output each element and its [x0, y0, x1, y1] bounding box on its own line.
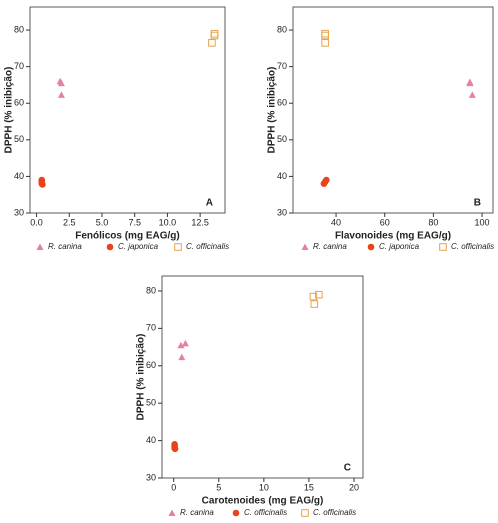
y-tick-label: 40 [14, 171, 24, 181]
y-axis-label: DPPH (% inibição) [136, 334, 147, 421]
x-tick-label: 0.0 [30, 217, 43, 227]
legend-label: R. canina [313, 242, 347, 251]
square-marker [321, 31, 329, 40]
square-marker [210, 29, 219, 38]
x-tick-label: 7.5 [128, 217, 141, 227]
y-axis-label: DPPH (% inibição) [4, 67, 15, 154]
panel-label: C [344, 463, 351, 474]
x-axis-label: Flavonoides (mg EAG/g) [335, 231, 451, 242]
square-marker [315, 290, 323, 299]
legend-label: C. officinalis [244, 508, 287, 517]
x-axis-label: Carotenoides (mg EAG/g) [202, 496, 324, 507]
x-tick-label: 20 [349, 482, 359, 492]
triangle-marker [168, 509, 176, 516]
circle-marker [39, 181, 46, 188]
triangle-marker [181, 339, 189, 347]
triangle-marker [57, 91, 65, 98]
y-tick-label: 60 [277, 98, 287, 108]
triangle-marker [177, 341, 185, 349]
panel-label: B [474, 198, 481, 209]
plot-frame [29, 6, 226, 214]
triangle-marker [468, 91, 476, 98]
legend-label: C. officinalis [186, 242, 229, 251]
triangle-marker [57, 79, 65, 87]
x-tick-label: 15 [304, 482, 314, 492]
square-marker [310, 300, 319, 308]
x-tick-label: 10 [259, 482, 269, 492]
legend-label: C. japonica [379, 242, 420, 251]
plot-frame [292, 6, 494, 214]
x-tick-label: 2.5 [63, 217, 76, 227]
square-marker [301, 509, 309, 517]
triangle-marker [36, 243, 44, 250]
x-tick-label: 5.0 [96, 217, 109, 227]
y-tick-label: 30 [277, 207, 287, 217]
y-axis-label: DPPH (% inibição) [267, 67, 278, 154]
legend-label: R. canina [180, 508, 214, 517]
x-tick-label: 80 [428, 217, 438, 227]
x-tick-label: 40 [331, 217, 341, 227]
square-marker [321, 29, 329, 38]
circle-marker [171, 445, 179, 453]
x-tick-label: 5 [216, 482, 221, 492]
legend-label: C. japonica [118, 242, 159, 251]
y-tick-label: 40 [146, 435, 156, 445]
square-marker [210, 31, 219, 40]
y-tick-label: 80 [277, 24, 287, 34]
square-marker [439, 243, 447, 251]
x-tick-label: 12.5 [191, 217, 209, 227]
plot-frame [161, 275, 364, 479]
y-tick-label: 50 [146, 398, 156, 408]
circle-marker [323, 176, 330, 184]
y-tick-label: 30 [14, 207, 24, 217]
y-tick-label: 80 [146, 285, 156, 295]
triangle-marker [466, 79, 474, 87]
triangle-marker [301, 243, 309, 250]
x-axis-label: Fenólicos (mg EAG/g) [75, 231, 179, 242]
x-tick-label: 0 [171, 482, 176, 492]
y-tick-label: 70 [146, 323, 156, 333]
x-tick-label: 100 [475, 217, 490, 227]
x-tick-label: 60 [380, 217, 390, 227]
circle-marker [106, 243, 114, 251]
y-tick-label: 80 [14, 24, 24, 34]
circle-marker [232, 509, 240, 517]
panel-label: A [206, 198, 213, 209]
y-tick-label: 60 [14, 98, 24, 108]
y-tick-label: 60 [146, 360, 156, 370]
legend-label: C. officinalis [313, 508, 356, 517]
y-tick-label: 30 [146, 472, 156, 482]
circle-marker [367, 243, 375, 251]
square-marker [309, 292, 318, 301]
y-tick-label: 50 [14, 134, 24, 144]
legend-label: C. officinalis [451, 242, 494, 251]
square-marker [321, 39, 329, 47]
triangle-marker [178, 353, 186, 361]
x-tick-label: 10.0 [159, 217, 177, 227]
y-tick-label: 40 [277, 171, 287, 181]
square-marker [174, 243, 182, 251]
y-tick-label: 50 [277, 134, 287, 144]
y-tick-label: 70 [277, 61, 287, 71]
legend-label: R. canina [48, 242, 82, 251]
y-tick-label: 70 [14, 61, 24, 71]
square-marker [208, 39, 216, 47]
